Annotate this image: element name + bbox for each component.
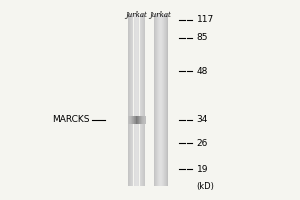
Text: 26: 26 — [196, 138, 208, 147]
Text: MARCKS: MARCKS — [52, 116, 90, 124]
Text: 34: 34 — [196, 116, 208, 124]
Text: 117: 117 — [196, 16, 214, 24]
Text: Jurkat: Jurkat — [150, 11, 171, 19]
Text: 48: 48 — [196, 66, 208, 75]
Text: 85: 85 — [196, 33, 208, 43]
Text: (kD): (kD) — [196, 183, 214, 192]
Text: Jurkat: Jurkat — [126, 11, 147, 19]
Text: 19: 19 — [196, 164, 208, 173]
